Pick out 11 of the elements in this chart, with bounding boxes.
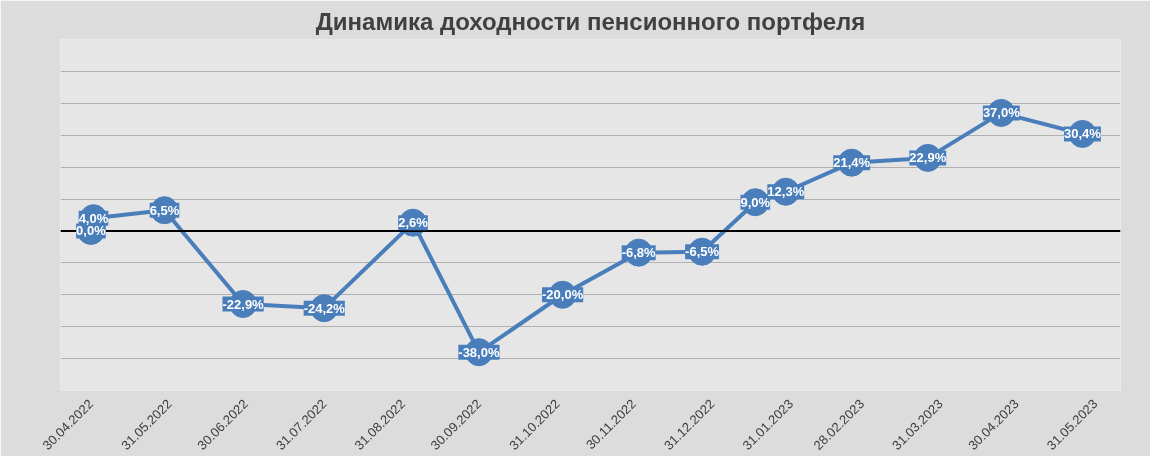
data-label: 12,3%: [767, 184, 805, 200]
chart-title: Динамика доходности пенсионного портфеля: [315, 7, 866, 35]
data-label: 21,4%: [833, 155, 871, 171]
data-label: 4,0%: [78, 210, 109, 226]
data-label: 6,5%: [149, 202, 180, 218]
data-label: -6,5%: [685, 244, 720, 260]
data-label: 30,4%: [1064, 126, 1102, 142]
data-label: 37,0%: [982, 105, 1021, 121]
data-label: 22,9%: [909, 150, 947, 166]
data-label: -6,8%: [621, 245, 657, 261]
data-label: 2,6%: [398, 215, 429, 231]
